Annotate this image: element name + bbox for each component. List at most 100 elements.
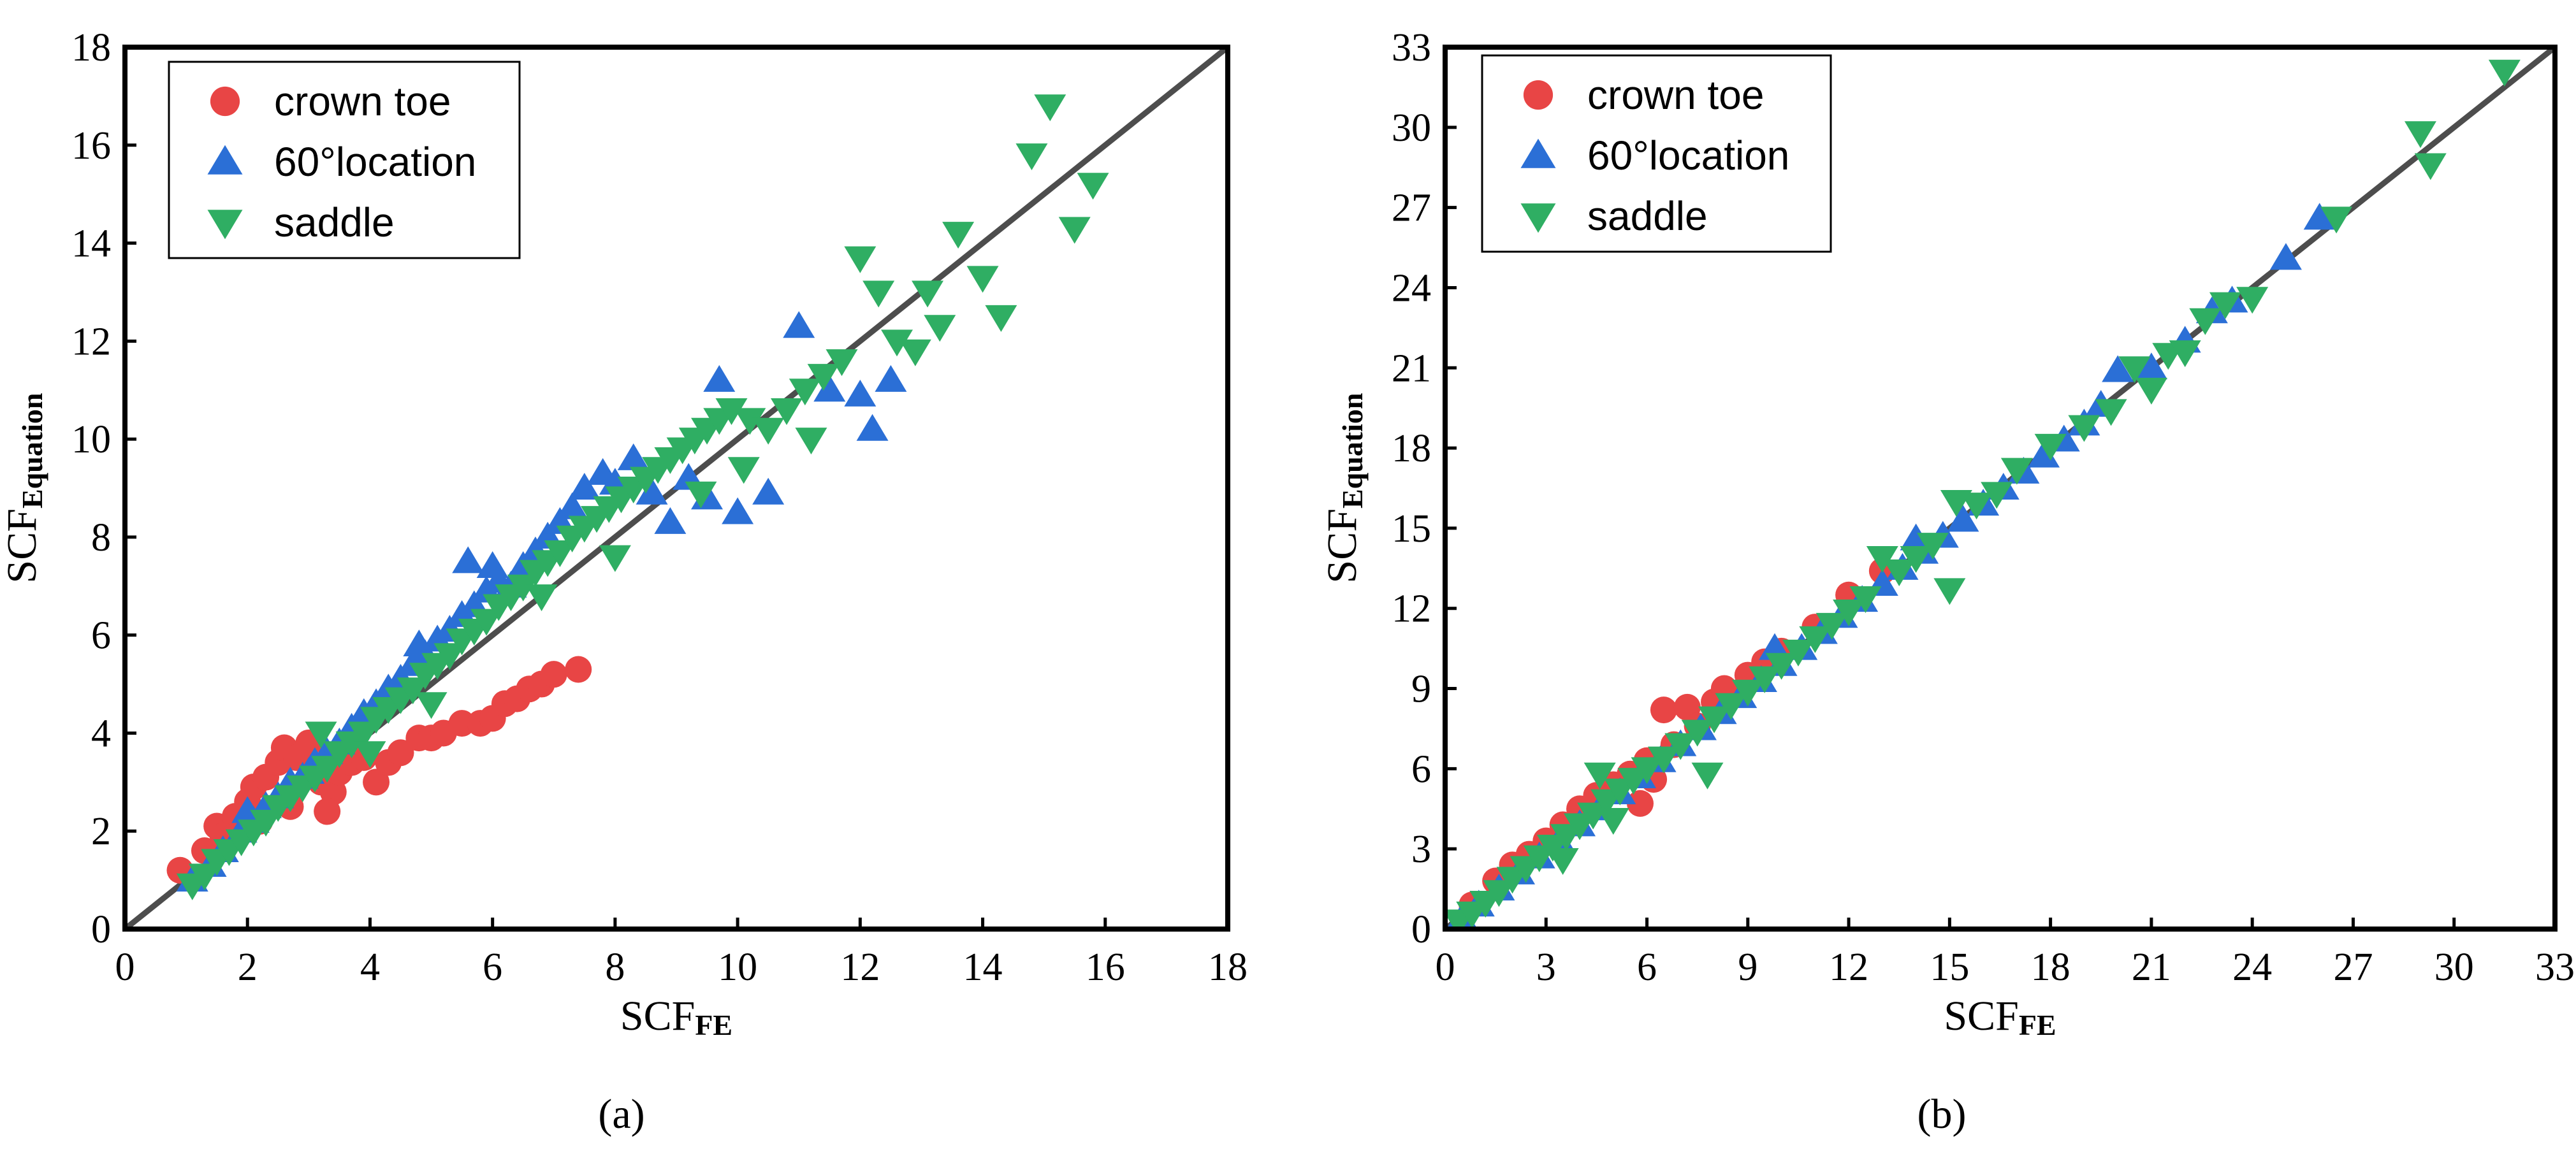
x-tick-label: 6 <box>483 946 502 989</box>
y-axis-label-main: SCF <box>0 508 45 583</box>
y-tick-label: 14 <box>71 222 111 266</box>
data-point-saddle <box>544 540 576 567</box>
data-point-saddle <box>2189 308 2222 335</box>
data-point-crown-toe <box>540 661 567 688</box>
data-point-saddle <box>1077 173 1109 200</box>
data-point-saddle <box>397 677 429 705</box>
plot-frame <box>122 45 1230 932</box>
y-tick-label: 4 <box>91 712 111 755</box>
data-point-location-60 <box>703 364 736 392</box>
legend-entry-label: saddle <box>1587 193 1708 239</box>
data-point-saddle <box>2000 458 2033 485</box>
x-tick-label: 21 <box>2132 946 2171 989</box>
data-point-saddle <box>795 428 827 455</box>
data-point-saddle <box>354 741 386 768</box>
y-tick-label: 15 <box>1392 507 1431 551</box>
data-point-crown-toe <box>565 656 592 683</box>
data-point-saddle <box>924 315 956 342</box>
data-point-location-60 <box>2303 203 2336 230</box>
x-tick-label: 16 <box>1086 946 1125 989</box>
data-point-saddle <box>1715 693 1747 720</box>
data-point-saddle <box>2404 121 2436 148</box>
x-tick-label: 9 <box>1738 946 1757 989</box>
data-point-saddle <box>1883 559 1916 587</box>
x-tick-label: 33 <box>2535 946 2575 989</box>
data-point-saddle <box>2488 59 2521 87</box>
x-tick-label: 3 <box>1536 946 1556 989</box>
scatter-points <box>166 94 1109 900</box>
data-point-saddle <box>2209 292 2241 319</box>
y-tick-label: 0 <box>91 908 111 951</box>
data-point-crown-toe <box>363 768 390 796</box>
data-point-saddle <box>2236 287 2269 314</box>
legend-marker-location-60 <box>207 145 243 175</box>
data-point-saddle <box>2034 433 2067 461</box>
x-tick-label: 30 <box>2434 946 2474 989</box>
data-point-saddle <box>1866 546 1898 573</box>
data-point-saddle <box>912 280 944 308</box>
data-point-saddle <box>862 280 895 308</box>
x-tick-label: 0 <box>1436 946 1455 989</box>
series-saddle <box>1445 59 2521 929</box>
data-point-saddle <box>2169 340 2201 368</box>
data-point-saddle <box>1483 880 1515 907</box>
y-tick-label: 10 <box>71 418 111 461</box>
data-point-saddle <box>771 398 803 425</box>
series-saddle <box>176 94 1109 900</box>
data-point-saddle <box>1664 733 1697 760</box>
data-point-saddle <box>1631 757 1663 784</box>
y-axis-label: SCFEquation <box>1319 393 1369 584</box>
data-point-saddle <box>1782 639 1814 667</box>
data-point-location-60 <box>1947 505 1979 532</box>
data-point-saddle <box>1799 626 1831 653</box>
data-point-saddle <box>734 408 766 435</box>
data-point-location-60 <box>556 492 588 519</box>
legend-entry-label: 60°location <box>1587 133 1789 178</box>
data-point-saddle <box>2135 377 2167 405</box>
x-axis-label-main: SCF <box>1944 993 2018 1039</box>
data-point-saddle <box>305 721 337 749</box>
data-point-saddle <box>844 246 877 273</box>
data-point-saddle <box>470 609 503 636</box>
x-axis-label: SCFFE <box>620 993 732 1041</box>
data-point-location-60 <box>636 477 668 505</box>
data-point-saddle <box>1960 493 1993 520</box>
legend-marker-crown-toe <box>1523 80 1554 110</box>
data-point-saddle <box>2414 153 2447 180</box>
data-point-location-60 <box>2269 243 2302 270</box>
data-point-saddle <box>1916 533 1949 560</box>
legend: crown toe 60°location saddle <box>1481 54 1832 253</box>
legend-marker-crown-toe <box>210 86 240 117</box>
data-point-location-60 <box>856 414 889 441</box>
data-point-saddle <box>2320 206 2353 234</box>
y-tick-label: 33 <box>1392 26 1431 69</box>
data-point-location-60 <box>2135 352 2167 380</box>
data-point-crown-toe <box>448 710 476 737</box>
data-point-crown-toe <box>314 798 341 825</box>
data-point-saddle <box>727 457 760 484</box>
data-point-saddle <box>2118 356 2151 384</box>
y-tick-label: 3 <box>1411 828 1431 871</box>
x-tick-label: 27 <box>2333 946 2373 989</box>
y-tick-label: 8 <box>91 516 111 559</box>
data-point-saddle <box>1015 143 1048 171</box>
data-point-saddle <box>1933 578 1966 605</box>
data-point-saddle <box>942 222 975 249</box>
data-point-location-60 <box>783 311 815 338</box>
panel-label: (a) <box>598 1091 644 1137</box>
data-point-saddle <box>1058 217 1091 244</box>
data-point-saddle <box>807 364 840 391</box>
y-axis-label-main: SCF <box>1319 508 1365 583</box>
y-tick-label: 6 <box>1411 747 1431 791</box>
data-point-saddle <box>826 349 858 377</box>
data-point-saddle <box>599 545 631 572</box>
x-tick-label: 14 <box>963 946 1003 989</box>
y-tick-label: 21 <box>1392 347 1431 390</box>
data-point-crown-toe <box>1650 696 1677 724</box>
x-tick-label: 15 <box>1930 946 1969 989</box>
y-tick-label: 16 <box>71 124 111 168</box>
legend-marker-saddle <box>1520 203 1556 233</box>
data-point-location-60 <box>813 375 846 402</box>
data-point-saddle <box>250 809 282 837</box>
